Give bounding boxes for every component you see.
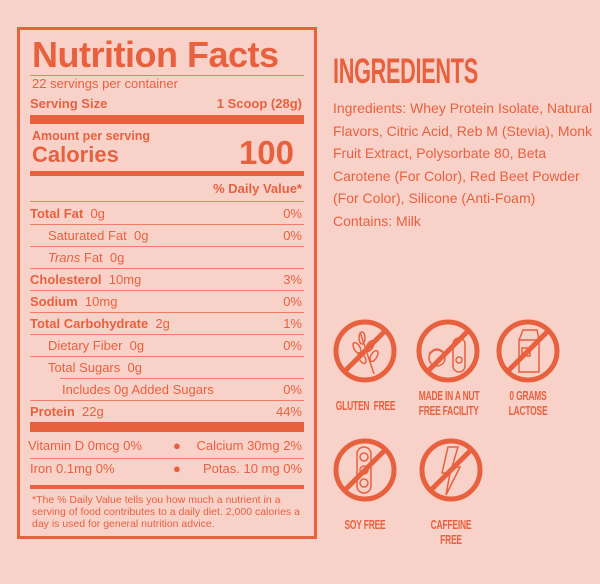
nutrient-label: Protein (30, 403, 75, 419)
badge-label: CAFFEINE FREE (430, 517, 472, 547)
lightning-icon (419, 438, 483, 502)
badge-caffeine-free: CAFFEINE FREE (406, 437, 496, 547)
soybean-icon (333, 438, 397, 502)
potassium: Potas. 10 mg 0% (203, 460, 302, 476)
badge-lactose: 0 GRAMS LACTOSE (483, 318, 573, 418)
nutrition-facts-label: Nutrition Facts 22 servings per containe… (17, 27, 317, 539)
divider-thick (30, 115, 304, 124)
nutrient-amount: 22g (82, 403, 104, 419)
ingredients-text: Ingredients: Whey Protein Isolate, Natur… (333, 97, 593, 233)
nutrient-label: Total Fat (30, 205, 84, 221)
calcium: Calcium 30mg 2% (196, 437, 303, 453)
divider-medium (30, 171, 304, 176)
nutrient-pct: 0% (283, 205, 302, 221)
footnote: *The % Daily Value tells you how much a … (32, 494, 300, 530)
nutrient-row-trans-fat: Trans Fat 0g (30, 247, 302, 267)
serving-size-label: Serving Size (30, 95, 108, 111)
nutrient-row-total-sugars: Total Sugars 0g (30, 357, 302, 377)
nutrient-row-sodium: Sodium 10mg 0% (30, 291, 302, 311)
nutrient-pct: 0% (283, 227, 302, 243)
badge-label: 0 GRAMS LACTOSE (508, 388, 548, 418)
nutrient-label: Total Carbohydrate (30, 315, 149, 331)
nut-icon (416, 319, 480, 383)
nutrient-label: Includes 0g Added Sugars (62, 381, 214, 397)
vitamin-d: Vitamin D 0mcg 0% (28, 437, 142, 453)
nutrient-amount: 10mg (108, 271, 142, 287)
mineral-row: Iron 0.1mg 0% ● Potas. 10 mg 0% (30, 460, 302, 476)
vitamin-row: Vitamin D 0mcg 0% ● Calcium 30mg 2% (28, 437, 303, 453)
servings-per-container: 22 servings per container (32, 76, 178, 91)
nutrient-amount: 0g (134, 227, 149, 243)
nutrition-title: Nutrition Facts (32, 34, 279, 75)
badge-nut-free: MADE IN A NUT FREE FACILITY (403, 318, 493, 418)
nutrient-pct: 0% (283, 293, 302, 309)
iron: Iron 0.1mg 0% (30, 460, 115, 476)
nutrient-row-protein: Protein 22g 44% (30, 401, 302, 421)
allergen-contains: Contains: Milk (333, 212, 421, 229)
nutrient-label: Saturated Fat (48, 227, 127, 243)
badge-soy-free: SOY FREE (320, 437, 410, 532)
nutrient-label: Dietary Fiber (48, 337, 123, 353)
nutrient-amount: 0g (129, 337, 145, 353)
nutrient-label: Cholesterol (30, 271, 102, 287)
nutrient-amount: 0g (109, 249, 125, 265)
daily-value-header: % Daily Value* (213, 180, 302, 196)
amount-per-serving: Amount per serving (32, 129, 151, 143)
nutrient-amount: 10mg (84, 293, 118, 309)
milk-carton-icon (496, 319, 560, 383)
nutrient-label: Total Sugars (48, 359, 121, 375)
nutrient-row-total-fat: Total Fat 0g 0% (30, 203, 302, 223)
nutrient-row-saturated-fat: Saturated Fat 0g 0% (30, 225, 302, 245)
nutrient-pct: 0% (283, 337, 302, 353)
divider-medium (30, 485, 304, 489)
nutrient-amount: 2g (155, 315, 170, 331)
badge-label: SOY FREE (344, 517, 386, 532)
nutrient-row-dietary-fiber: Dietary Fiber 0g 0% (30, 335, 302, 355)
nutrient-pct: 1% (283, 315, 302, 331)
calories-label: Calories (32, 142, 119, 167)
ingredients-list: Ingredients: Whey Protein Isolate, Natur… (333, 100, 593, 207)
calories-value: 100 (238, 134, 294, 171)
nutrient-row-total-carbohydrate: Total Carbohydrate 2g 1% (30, 313, 302, 333)
nutrient-label: Sodium (30, 293, 78, 309)
nutrient-pct: 44% (275, 403, 302, 419)
serving-size-value: 1 Scoop (28g) (216, 95, 302, 111)
nutrient-row-cholesterol: Cholesterol 10mg 3% (30, 269, 302, 289)
nutrient-amount: 0g (90, 205, 105, 221)
nutrient-pct: 0% (283, 381, 302, 397)
wheat-icon (333, 319, 397, 383)
badge-gluten-free: GLUTEN FREE (320, 318, 410, 413)
nutrient-label-suffix: Fat (83, 249, 103, 265)
nutrient-label: Trans (48, 249, 81, 265)
nutrient-amount: 0g (127, 359, 142, 375)
ingredients-title: INGREDIENTS (333, 52, 478, 91)
badge-label: GLUTEN FREE (335, 398, 396, 413)
nutrient-row-added-sugars: Includes 0g Added Sugars 0% (30, 379, 302, 399)
badge-label: MADE IN A NUT FREE FACILITY (418, 388, 480, 418)
divider-thick (30, 422, 304, 432)
nutrient-pct: 3% (283, 271, 302, 287)
